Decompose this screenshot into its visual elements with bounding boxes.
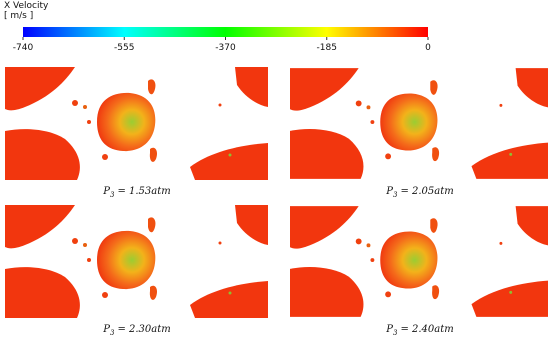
caption-subscript: 3 — [393, 329, 398, 337]
caption-text: = 2.05atm — [400, 186, 453, 197]
caption-symbol: P — [102, 186, 110, 197]
colorbar-unit: [ m/s ] — [4, 11, 33, 21]
caption-symbol: P — [102, 324, 110, 335]
tick-label: -370 — [215, 43, 236, 53]
caption-subscript: 3 — [110, 191, 115, 199]
contour-plot — [5, 205, 268, 318]
caption-subscript: 3 — [110, 329, 115, 337]
panel-caption: P3 = 1.53atm — [102, 186, 171, 199]
caption-text: = 2.30atm — [117, 324, 170, 335]
tick-label: -185 — [317, 43, 337, 53]
panel-caption: P3 = 2.30atm — [102, 324, 171, 337]
caption-symbol: P — [385, 324, 393, 335]
contour-plot — [290, 68, 548, 179]
tick-label: -555 — [114, 43, 134, 53]
contour-plot — [5, 67, 268, 180]
caption-subscript: 3 — [393, 191, 398, 199]
contour-plot — [290, 206, 548, 317]
panel-caption: P3 = 2.40atm — [385, 324, 454, 337]
tick-label: 0 — [425, 43, 431, 53]
panel-caption: P3 = 2.05atm — [385, 186, 454, 199]
tick-label: -740 — [13, 43, 34, 53]
caption-text: = 1.53atm — [117, 186, 170, 197]
colorbar — [23, 27, 428, 37]
caption-text: = 2.40atm — [400, 324, 453, 335]
caption-symbol: P — [385, 186, 393, 197]
colorbar-title: X Velocity — [4, 1, 49, 11]
